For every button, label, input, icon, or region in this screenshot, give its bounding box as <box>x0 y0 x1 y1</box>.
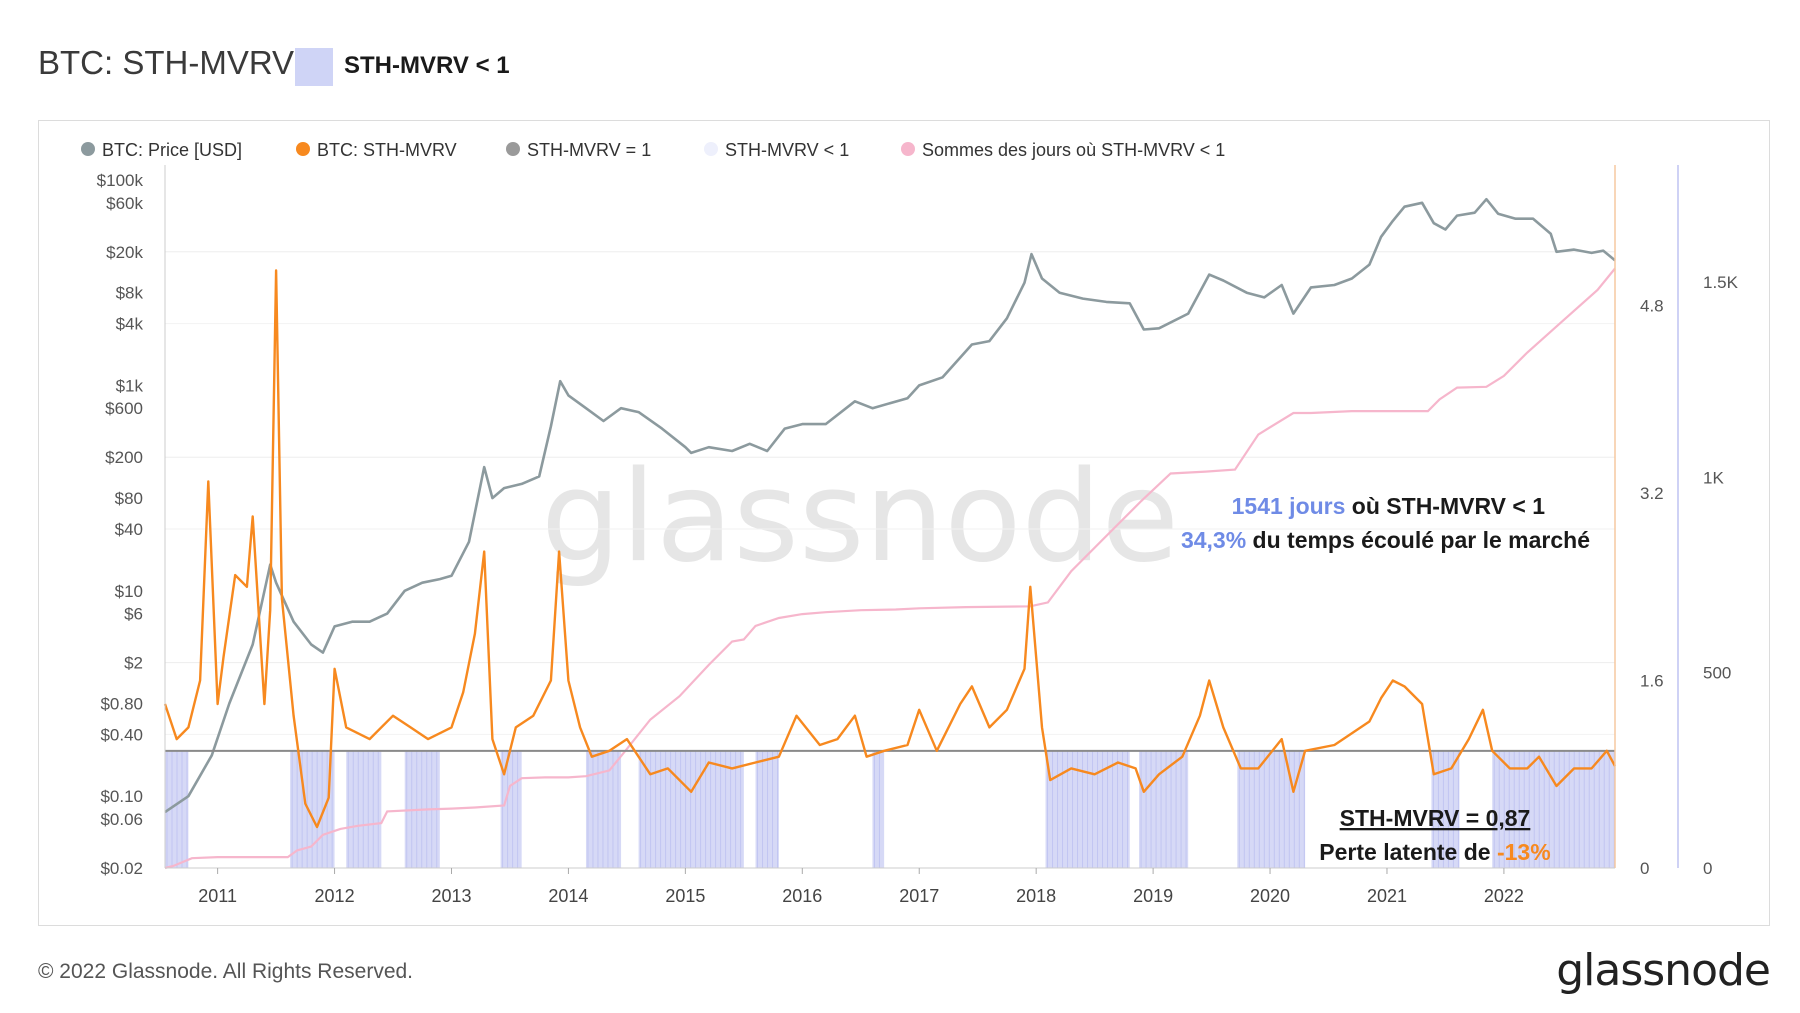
price-tick-label: $8k <box>116 284 144 303</box>
legend-label: BTC: STH-MVRV <box>317 140 457 160</box>
below-one-badge: STH-MVRV < 1 <box>344 52 510 79</box>
loss-value: -13% <box>1497 839 1551 865</box>
percent-text: du temps écoulé par le marché <box>1246 527 1590 553</box>
days-text: où STH-MVRV < 1 <box>1345 493 1545 519</box>
cumulative-days-series <box>164 267 1616 870</box>
loss-text: Perte latente de <box>1319 839 1497 865</box>
x-tick-label: 2022 <box>1484 886 1524 906</box>
loss-annotation: Perte latente de -13% <box>1319 839 1550 865</box>
legend-swatch <box>81 142 95 156</box>
mvrv-tick-label: 0 <box>1640 859 1649 878</box>
x-tick-label: 2011 <box>198 886 237 906</box>
price-tick-label: $2 <box>124 654 143 673</box>
legend: BTC: Price [USD] BTC: STH-MVRV STH-MVRV = … <box>81 140 1225 160</box>
legend-label: Sommes des jours où STH-MVRV < 1 <box>922 140 1225 160</box>
price-tick-label: $0.40 <box>100 725 143 744</box>
legend-swatch <box>704 142 718 156</box>
mvrv-tick-label: 3.2 <box>1640 484 1664 503</box>
legend-label: BTC: Price [USD] <box>102 140 242 160</box>
sth-mvrv-series <box>163 269 1617 829</box>
days-tick-label: 500 <box>1703 664 1731 683</box>
mvrv-tick-label: 4.8 <box>1640 297 1664 316</box>
days-annotation: 1541 jours où STH-MVRV < 1 <box>1232 493 1546 519</box>
price-series <box>164 197 1616 814</box>
x-tick-label: 2014 <box>548 886 588 906</box>
price-tick-label: $20k <box>106 243 143 262</box>
price-tick-label: $4k <box>116 315 144 334</box>
price-tick-label: $60k <box>106 194 143 213</box>
x-tick-label: 2012 <box>315 886 355 906</box>
watermark: glassnode <box>541 443 1179 590</box>
glassnode-logo: glassnode <box>1556 945 1771 996</box>
percent-annotation: 34,3% du temps écoulé par le marché <box>1181 527 1590 553</box>
price-tick-label: $0.06 <box>100 810 143 829</box>
price-tick-label: $80 <box>115 489 143 508</box>
chart-frame <box>38 120 1770 926</box>
legend-label: STH-MVRV < 1 <box>725 140 849 160</box>
price-line <box>164 197 1616 814</box>
x-tick-label: 2021 <box>1367 886 1407 906</box>
x-tick-label: 2015 <box>665 886 705 906</box>
x-tick-label: 2016 <box>782 886 822 906</box>
days-tick-label: 0 <box>1703 859 1712 878</box>
x-tick-label: 2017 <box>899 886 939 906</box>
percent-value: 34,3% <box>1181 527 1246 553</box>
cumulative-days-line <box>164 267 1616 870</box>
axes: $100k$60k$20k$8k$4k$1k$600$200$80$40$10$… <box>97 165 1739 906</box>
x-tick-label: 2018 <box>1016 886 1056 906</box>
days-count: 1541 jours <box>1232 493 1346 519</box>
price-tick-label: $600 <box>105 399 143 418</box>
price-tick-label: $200 <box>105 448 143 467</box>
page-title: BTC: STH-MVRV <box>38 44 295 81</box>
sth-mvrv-line <box>163 269 1617 829</box>
price-tick-label: $10 <box>115 582 143 601</box>
legend-swatch <box>901 142 915 156</box>
x-tick-label: 2013 <box>431 886 471 906</box>
days-tick-label: 1.5K <box>1703 273 1739 292</box>
grid <box>165 251 1615 735</box>
price-tick-label: $6 <box>124 605 143 624</box>
below-one-band <box>346 750 382 868</box>
copyright: © 2022 Glassnode. All Rights Reserved. <box>38 960 414 983</box>
below-one-band <box>500 750 522 868</box>
mvrv-tick-label: 1.6 <box>1640 672 1664 691</box>
days-tick-label: 1K <box>1703 468 1724 487</box>
price-tick-label: $0.02 <box>100 859 143 878</box>
below-one-band <box>585 750 622 868</box>
x-tick-label: 2020 <box>1250 886 1290 906</box>
price-tick-label: $1k <box>116 376 144 395</box>
legend-swatch <box>296 142 310 156</box>
price-tick-label: $100k <box>97 171 144 190</box>
below-one-band <box>638 750 744 868</box>
legend-label: STH-MVRV = 1 <box>527 140 651 160</box>
price-tick-label: $0.80 <box>100 694 143 713</box>
below-one-swatch <box>295 48 333 86</box>
price-tick-label: $0.10 <box>100 787 143 806</box>
legend-swatch <box>506 142 520 156</box>
price-tick-label: $40 <box>115 520 143 539</box>
below-one-band <box>872 750 885 868</box>
x-tick-label: 2019 <box>1133 886 1173 906</box>
current-mvrv-annotation: STH-MVRV = 0,87 <box>1340 805 1531 831</box>
